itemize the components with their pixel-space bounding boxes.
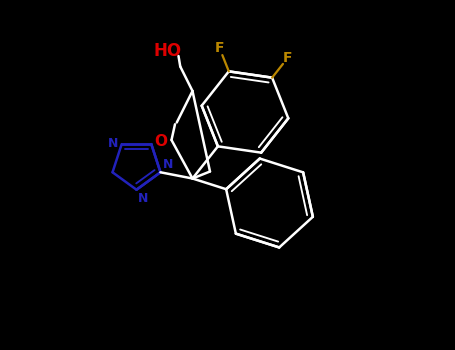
Text: N: N (162, 158, 173, 171)
Text: O: O (154, 134, 167, 148)
Text: N: N (108, 137, 118, 150)
Text: HO: HO (154, 42, 182, 60)
Text: N: N (138, 193, 148, 205)
Text: F: F (215, 41, 224, 55)
Text: F: F (283, 51, 293, 65)
